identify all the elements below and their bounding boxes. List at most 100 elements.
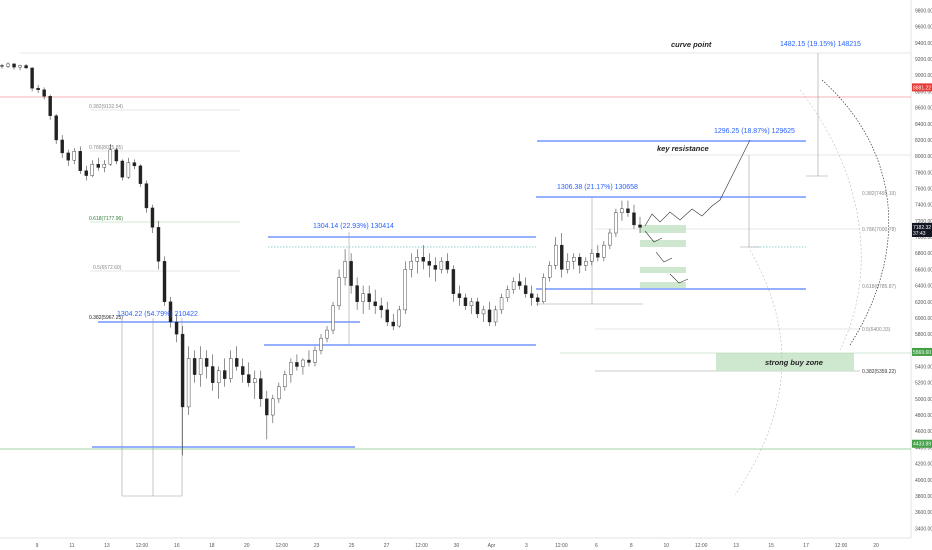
candle-body — [307, 359, 311, 363]
candle-body — [487, 309, 492, 323]
time-tick-label: 9 — [36, 543, 39, 549]
strong-buy-zone[interactable] — [716, 353, 854, 371]
candle-body — [343, 261, 347, 278]
price-tick-label: 7600.00 — [915, 187, 932, 193]
small-buy-zone[interactable] — [640, 225, 686, 233]
candle-body — [475, 301, 480, 315]
candle-body — [96, 164, 101, 168]
candle-body — [391, 321, 395, 327]
price-badge-label: 8881.22 — [913, 85, 931, 91]
candle-body — [403, 269, 407, 311]
price-badge — [912, 439, 932, 448]
projection-arrows — [644, 139, 751, 284]
candle-body — [18, 65, 22, 68]
price-tick-label: 6400.00 — [915, 284, 932, 290]
candle-body — [499, 297, 504, 311]
candle-body — [295, 362, 299, 367]
candle-body — [180, 333, 185, 408]
time-tick-label: 23 — [314, 543, 320, 549]
candle-body — [108, 149, 113, 165]
price-tick-label: 6000.00 — [915, 316, 932, 322]
candle-body — [132, 162, 137, 167]
candle-body — [614, 212, 618, 234]
candle-body — [620, 208, 624, 213]
fib-label-0: 0.382(9132.54) — [89, 104, 123, 110]
price-badge — [912, 347, 932, 356]
measure-label-4: 1482.15 (19.15%) 148215 — [780, 41, 861, 48]
candle-body — [331, 305, 335, 331]
candle-body — [319, 337, 323, 351]
small-buy-zone[interactable] — [640, 282, 686, 288]
candle-body — [325, 329, 329, 339]
price-badge-label: 7182.32 — [913, 225, 931, 231]
price-badge-label: 37:43 — [913, 231, 926, 237]
candle-body — [102, 164, 107, 168]
candle-body — [235, 358, 239, 367]
candle-body — [42, 89, 46, 97]
strong-buy-zone-note: strong buy zone — [765, 358, 823, 367]
price-badge — [912, 83, 932, 92]
fib-retracement-left[interactable]: 0.382(9132.54) 0.786(8025.85) 0.618(7177… — [89, 104, 240, 321]
price-tick-label: 3400.00 — [915, 526, 932, 532]
price-tick-label: 8200.00 — [915, 138, 932, 144]
price-tick-label: 7800.00 — [915, 170, 932, 176]
candle-body — [439, 261, 444, 270]
fib-label-6: 0.786(7000.78) — [862, 227, 896, 233]
price-tick-label: 5200.00 — [915, 381, 932, 387]
time-tick-label: 17 — [803, 543, 809, 549]
green-zones[interactable] — [560, 225, 911, 371]
time-axis-labels: 9 11 13 12:00 16 18 20 12:00 23 25 27 12:00 30 Apr 3 12… — [36, 543, 879, 549]
price-badge — [912, 228, 932, 237]
candle-body — [385, 309, 389, 323]
candle-body — [301, 359, 305, 367]
key-resistance-note: key resistance — [657, 144, 709, 153]
candle-body — [60, 139, 64, 154]
candle-body — [114, 149, 119, 162]
candle-body — [481, 309, 486, 315]
time-tick-label: 30 — [454, 543, 460, 549]
candle-body — [313, 350, 317, 363]
reference-lines — [0, 52, 911, 450]
candle-body — [409, 261, 413, 270]
fib-label-1: 0.786(8025.85) — [89, 145, 123, 151]
candle-body — [451, 269, 456, 294]
price-tick-label: 9400.00 — [915, 41, 932, 47]
candle-body — [78, 151, 82, 171]
time-tick-label: 13 — [104, 543, 110, 549]
time-tick-label: 20 — [244, 543, 250, 549]
candle-body — [247, 374, 251, 383]
price-tick-label: 4800.00 — [915, 413, 932, 419]
small-buy-zone[interactable] — [640, 240, 686, 247]
candle-body — [361, 293, 365, 302]
candle-body — [216, 370, 221, 383]
time-tick-label: 12:00 — [695, 543, 708, 549]
blue-levels[interactable] — [92, 140, 806, 448]
price-tick-label: 8400.00 — [915, 122, 932, 128]
fib-retracement-right[interactable]: 0.382(7495.19) 0.786(7000.78) 0.618(6785… — [595, 191, 896, 375]
candle-body — [229, 358, 233, 379]
candle-body — [415, 257, 420, 262]
time-tick-label: 11 — [69, 543, 74, 549]
candle-body — [349, 261, 353, 286]
candle-body — [192, 358, 197, 375]
fib-label-2: 0.618(7177.96) — [89, 216, 123, 222]
candle-body — [457, 293, 462, 298]
time-tick-label: 20 — [873, 543, 879, 549]
notes: curve point key resistance strong buy zo… — [657, 40, 823, 367]
price-tick-label: 5800.00 — [915, 332, 932, 338]
small-buy-zone[interactable] — [640, 267, 686, 273]
price-tick-label: 4000.00 — [915, 478, 932, 484]
candle-body — [566, 261, 570, 270]
candle-body — [198, 358, 203, 375]
candle-body — [397, 309, 401, 327]
measure-label-1: 1304.14 (22.93%) 130414 — [313, 223, 394, 230]
candle-body — [505, 289, 510, 298]
candle-body — [210, 366, 215, 383]
candle-body — [289, 362, 293, 375]
price-tick-label: 6800.00 — [915, 251, 932, 257]
price-tick-label: 3800.00 — [915, 494, 932, 500]
candle-body — [337, 277, 341, 307]
fib-label-4: 0.382(5967.25) — [89, 315, 123, 321]
curve-point-note: curve point — [671, 40, 712, 49]
